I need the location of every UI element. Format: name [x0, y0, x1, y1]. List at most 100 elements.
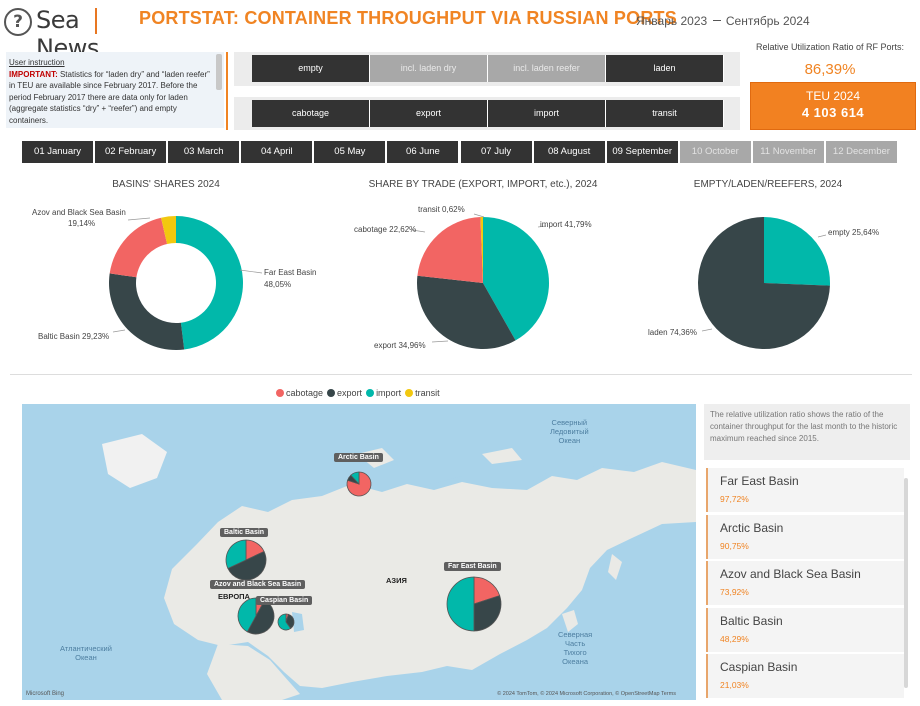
map-pies [225, 471, 502, 635]
basin-ratio-value: 73,92% [720, 587, 749, 597]
map-baltic-basin-slice-import[interactable] [225, 539, 247, 570]
pie-label-fareast: Far East Basin [264, 268, 317, 277]
slicer-trade-transit[interactable]: transit [606, 100, 724, 127]
month-09-september[interactable]: 09 September [606, 141, 678, 163]
pie-label-azov: Azov and Black Sea Basin [32, 208, 126, 217]
pie-leader-line [817, 234, 827, 238]
basins-slice-baltic-basin[interactable] [108, 273, 185, 350]
month-10-october[interactable]: 10 October [679, 141, 751, 163]
seanews-logo: ? SeaNews [4, 6, 132, 62]
map-arctic-basin-slice-import[interactable] [350, 471, 360, 486]
slicer-trade-cabotage[interactable]: cabotage [252, 100, 370, 127]
month-03-march[interactable]: 03 March [168, 141, 240, 163]
basins-slice-far-east-basin[interactable] [176, 216, 243, 350]
pie-leader-line [701, 328, 713, 332]
trade-slice-import[interactable] [483, 217, 549, 341]
legend-item-transit[interactable]: transit [401, 388, 440, 398]
basin-ratio-name: Arctic Basin [720, 520, 784, 535]
month-05-may[interactable]: 05 May [314, 141, 386, 163]
logo-divider [95, 8, 97, 34]
header-divider [226, 52, 228, 130]
basin-ratio-value: 90,75% [720, 540, 749, 551]
trade-slice-export[interactable] [417, 275, 516, 349]
month-02-february[interactable]: 02 February [95, 141, 167, 163]
month-11-november[interactable]: 11 November [752, 141, 824, 163]
help-icon[interactable]: ? [4, 8, 32, 36]
pie-leader-line [127, 217, 151, 221]
legend-item-import[interactable]: import [362, 388, 401, 398]
map-land-europe: ЕВРОПА [218, 592, 250, 601]
legend-label-cabotage: cabotage [286, 388, 324, 398]
map-far-east-basin-slice-import[interactable] [446, 576, 475, 632]
map-sea-pacific: Северная Часть Тихого Океана [558, 630, 593, 666]
basin-ratio-item[interactable]: Caspian Basin 21,03% [706, 654, 904, 698]
slicer-cargo-laden[interactable]: laden [606, 55, 724, 82]
user-instruction-box[interactable]: User instruction IMPORTANT: Statistics f… [6, 52, 224, 128]
month-slicer: 01 January 02 February 03 March 04 April 05 … [22, 141, 899, 163]
map-azov-and-black-sea-basin-slice-import[interactable] [237, 597, 257, 633]
month-04-april[interactable]: 04 April [241, 141, 313, 163]
slicer-cargo-incl-laden-dry[interactable]: incl. laden dry [370, 55, 488, 82]
map-caspian-basin-slice-import[interactable] [277, 613, 292, 631]
legend-item-cabotage[interactable]: cabotage [272, 388, 323, 398]
pie-leader-line [239, 269, 263, 274]
trade-slice-cabotage[interactable] [417, 217, 483, 283]
slicer-cargo-empty[interactable]: empty [252, 55, 370, 82]
basin-ratio-item[interactable]: Azov and Black Sea Basin 73,92% [706, 561, 904, 605]
legend-dot-cabotage [276, 389, 284, 397]
basin-ratio-name: Far East Basin [720, 474, 799, 488]
instruction-title[interactable]: User instruction [9, 58, 65, 67]
basin-ratio-name: Caspian Basin [720, 660, 798, 674]
date-range: Январь 2023 Сентябрь 2024 [636, 14, 810, 28]
slicer-trade-import[interactable]: import [488, 100, 606, 127]
map-far-east-basin-slice-export[interactable] [473, 595, 502, 632]
pie-label-empty: empty 25,64% [828, 228, 880, 237]
pie-label-export: export 34,96% [374, 341, 426, 350]
month-08-august[interactable]: 08 August [533, 141, 605, 163]
pie-leader-line [411, 229, 426, 233]
list-scrollbar[interactable] [904, 478, 908, 688]
pie-leader-line [431, 340, 449, 343]
map-label-fareast: Far East Basin [444, 562, 501, 571]
legend-dot-transit [405, 389, 414, 397]
section-divider [10, 374, 912, 375]
basins-chart-title: BASINS' SHARES 2024 [112, 179, 220, 190]
slicer-cargo-incl-laden-reefer[interactable]: incl. laden reefer [488, 55, 606, 82]
page-title: PORTSTAT: CONTAINER THROUGHPUT VIA RUSSI… [139, 8, 677, 28]
month-12-december[interactable]: 12 December [825, 141, 897, 163]
map-sea-arctic: Северный Ледовитый Океан [550, 418, 589, 445]
map-label-baltic: Baltic Basin [220, 528, 269, 537]
map-baltic-basin-slice-export[interactable] [227, 550, 267, 581]
cargo-slice-laden[interactable] [698, 217, 830, 349]
basins-slice-caspian-basin[interactable] [161, 216, 176, 245]
basin-ratio-item[interactable]: Far East Basin 97,72% [706, 468, 904, 512]
basin-ratio-item[interactable]: Baltic Basin 48,29% [706, 607, 904, 652]
trade-type-slicer: cabotage export import transit [234, 97, 740, 130]
legend-dot-import [366, 389, 375, 397]
pie-label-baltic: Baltic Basin 29,23% [38, 332, 110, 341]
pie-value-fareast: 48,05% [264, 280, 292, 289]
month-06-june[interactable]: 06 June [387, 141, 459, 163]
date-to: Сентябрь 2024 [725, 14, 810, 28]
map-copyright[interactable]: © 2024 TomTom, © 2024 Microsoft Corporat… [497, 691, 676, 697]
slicer-trade-export[interactable]: export [370, 100, 488, 127]
basins-slice-azov-and-black-sea-basin[interactable] [109, 217, 168, 278]
basin-map[interactable]: Arctic Basin Baltic Basin Azov and Black… [22, 404, 696, 700]
pie-leader-line [537, 225, 547, 228]
basin-utilization-list: Far East Basin 97,72% Arctic Basin 90,75% Az… [706, 468, 904, 700]
legend-item-export[interactable]: export [323, 388, 362, 398]
map-land [22, 404, 696, 700]
map-label-arctic: Arctic Basin [334, 453, 383, 462]
basin-ratio-name: Azov and Black Sea Basin [720, 567, 861, 581]
pie-charts [108, 213, 831, 350]
instruction-important: IMPORTANT: [9, 69, 58, 79]
trade-slice-transit[interactable] [480, 217, 483, 283]
cargo-slice-empty[interactable] [764, 217, 831, 286]
instruction-scrollbar[interactable] [216, 54, 222, 90]
pie-label-transit: transit 0,62% [418, 205, 465, 214]
pie-label-cabotage: cabotage 22,62% [354, 225, 417, 234]
cargo-chart-title: EMPTY/LADEN/REEFERS, 2024 [693, 179, 843, 190]
month-07-july[interactable]: 07 July [460, 141, 532, 163]
month-01-january[interactable]: 01 January [22, 141, 94, 163]
basin-ratio-item[interactable]: Arctic Basin 90,75% [706, 514, 904, 559]
